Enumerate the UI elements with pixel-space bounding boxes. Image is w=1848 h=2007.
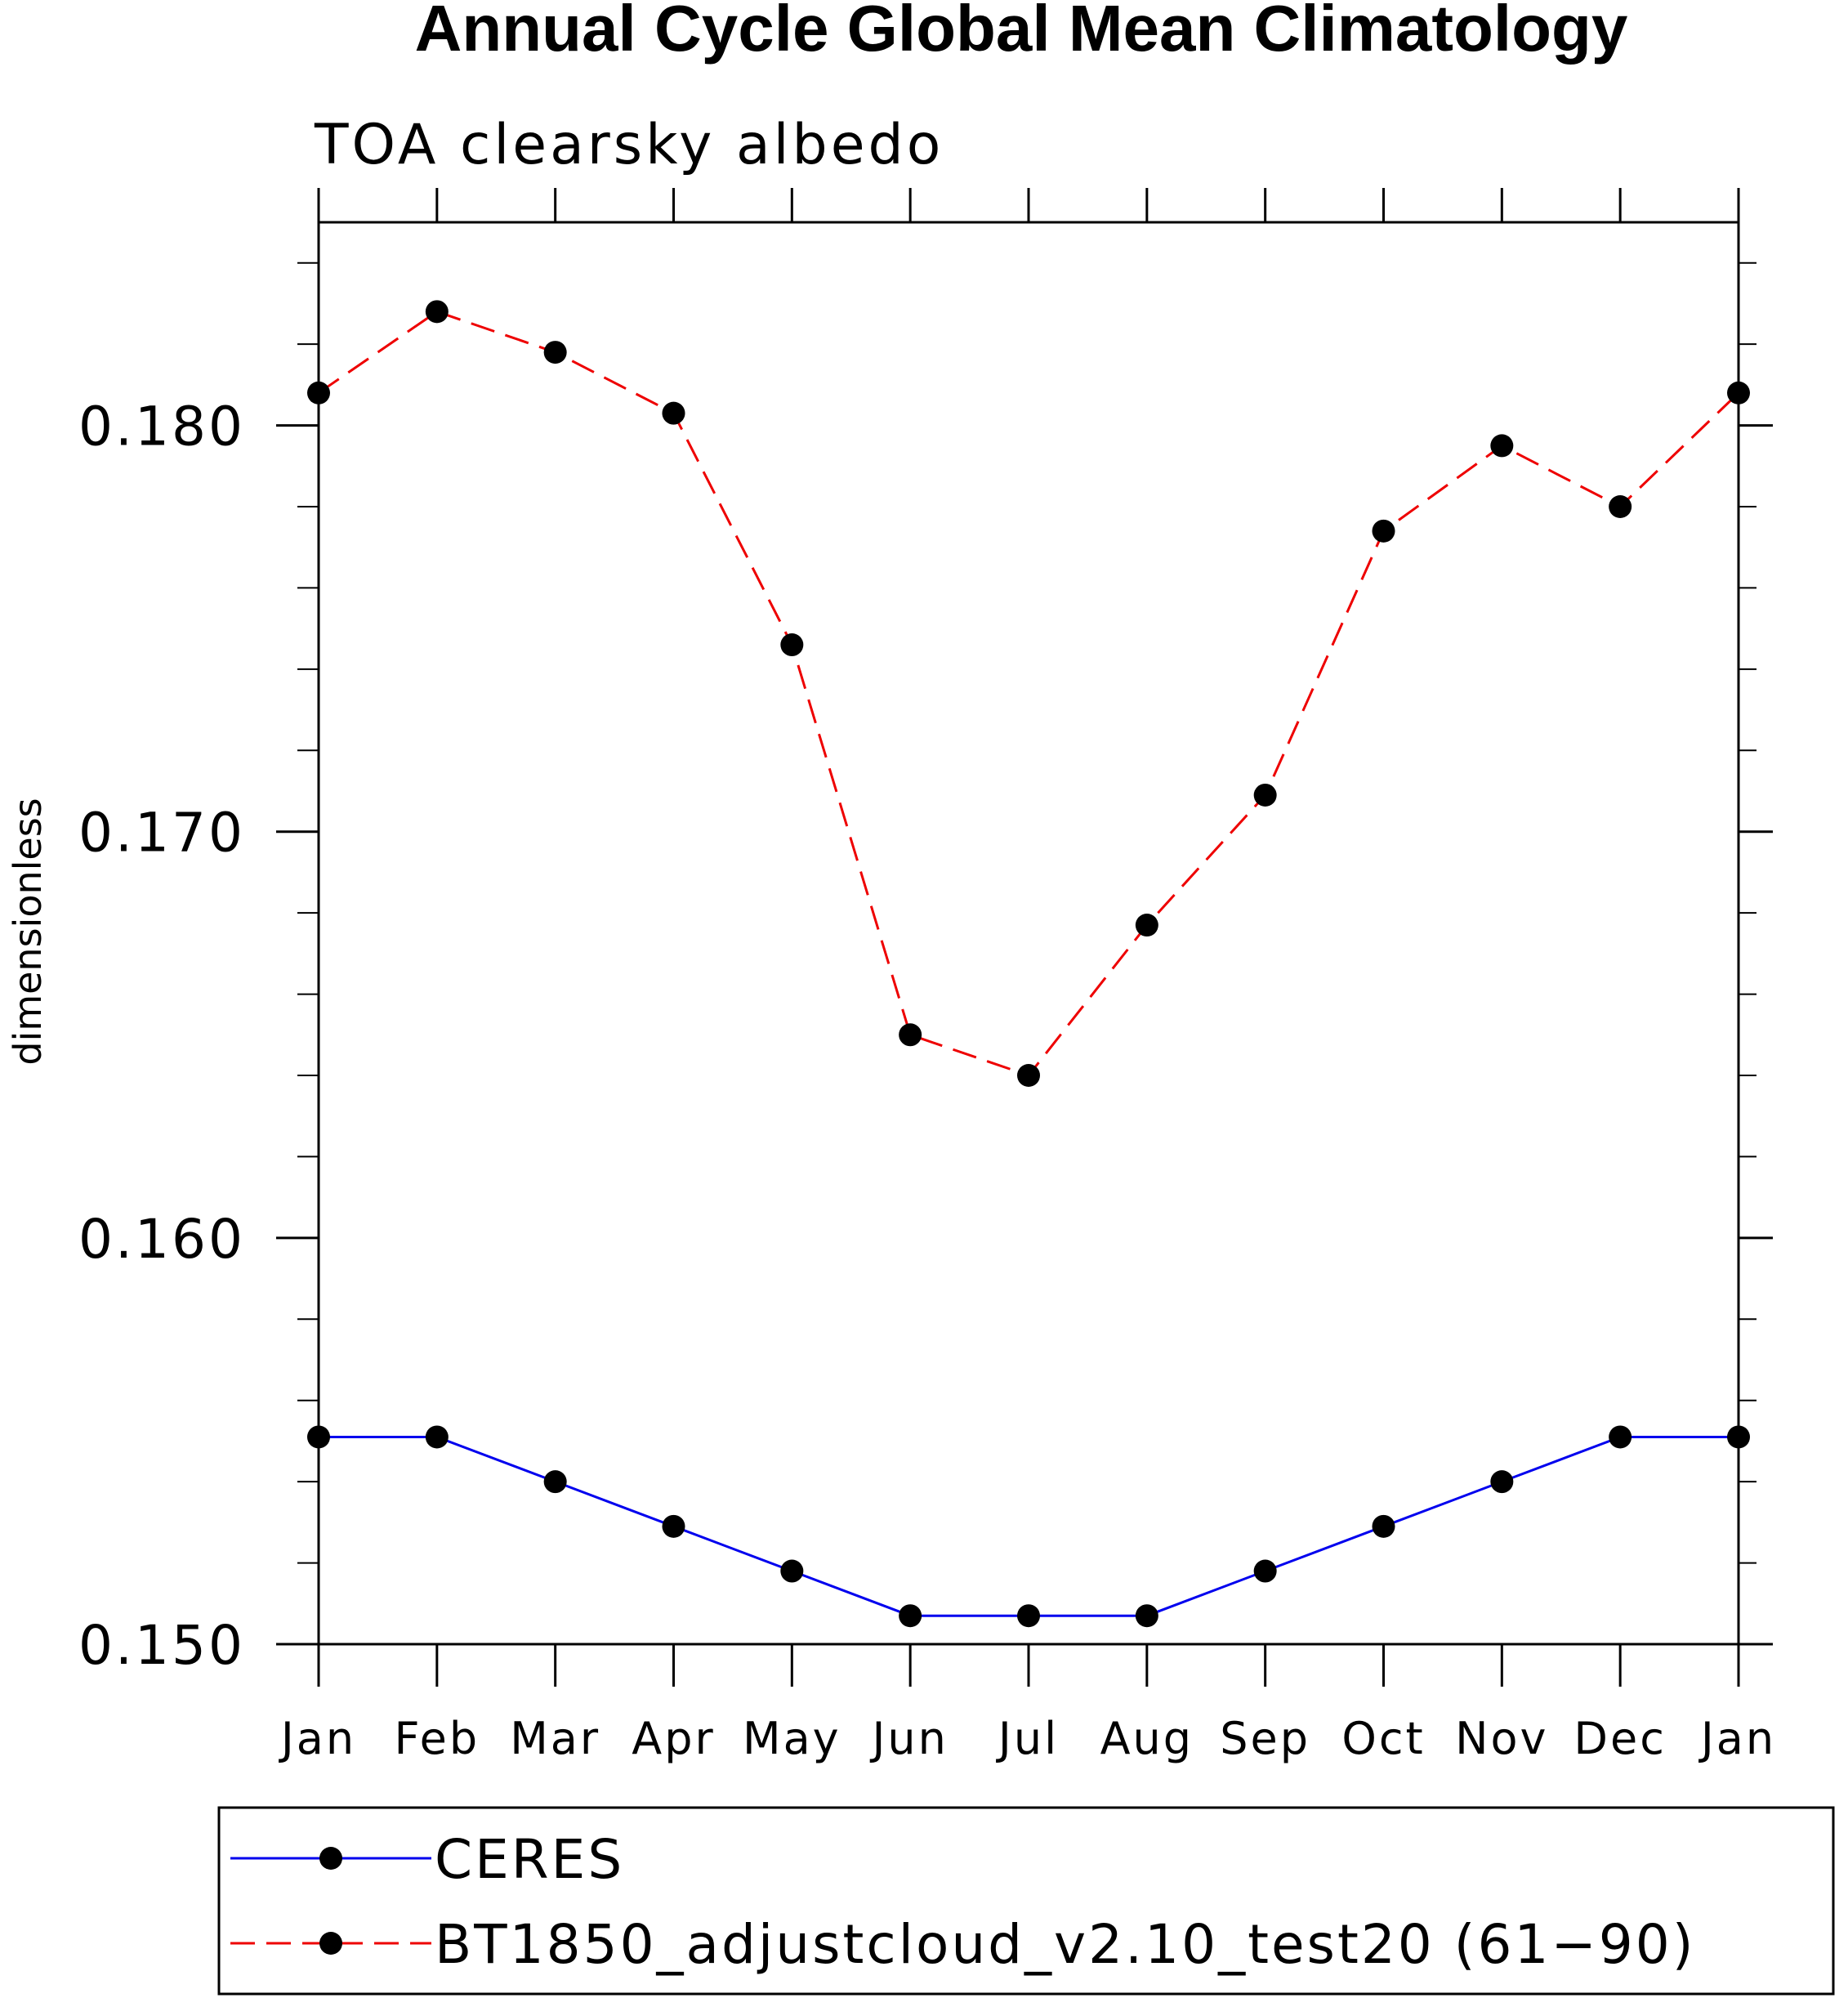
y-tick-label: 0.160 (78, 1208, 245, 1271)
legend-label-1: BT1850_adjustcloud_v2.10_test20 (61−90) (435, 1913, 1696, 1976)
data-point (425, 300, 449, 324)
series-line-0 (319, 1435, 1739, 1617)
data-point (1490, 434, 1514, 458)
data-point (1017, 1064, 1040, 1087)
x-tick-label: Jan (279, 1713, 356, 1764)
data-point (307, 1425, 330, 1449)
x-tick-label: Jan (1698, 1713, 1776, 1764)
data-point (1609, 1425, 1632, 1449)
data-point (780, 1559, 804, 1583)
data-point (1017, 1604, 1040, 1628)
chart-title: Annual Cycle Global Mean Climatology (415, 0, 1628, 65)
data-point (1253, 783, 1277, 807)
x-tick-label: Jul (996, 1713, 1059, 1764)
data-point (780, 633, 804, 657)
series-layer (307, 300, 1750, 1628)
x-tick-label: Dec (1573, 1713, 1667, 1764)
x-tick-label: Oct (1341, 1713, 1425, 1764)
legend: CERES BT1850_adjustcloud_v2.10_test20 (61… (230, 1828, 1696, 1976)
legend-box (217, 1806, 1835, 1996)
y-tick-label: 0.180 (78, 396, 245, 458)
data-point (1253, 1559, 1277, 1583)
x-ticks: Jan Feb Mar Apr May Jun Jul Aug Sep Oct Nov Dec Jan (279, 188, 1776, 1764)
series-line-1 (318, 310, 1740, 1077)
x-tick-label: Sep (1220, 1713, 1310, 1764)
data-point (1727, 381, 1750, 405)
y-axis-label: dimensionless (6, 798, 50, 1065)
plot-frame (317, 221, 1740, 1646)
legend-marker-0 (319, 1847, 342, 1870)
x-tick-label: Jun (869, 1713, 948, 1764)
x-tick-label: Feb (395, 1713, 480, 1764)
data-point (1609, 495, 1632, 518)
data-point (899, 1023, 922, 1047)
legend-label-0: CERES (435, 1828, 624, 1891)
x-tick-label: Apr (632, 1713, 715, 1764)
x-tick-label: May (743, 1713, 841, 1764)
data-point (1135, 914, 1158, 937)
data-point (1372, 519, 1395, 543)
data-point (1372, 1514, 1395, 1538)
legend-marker-1 (319, 1932, 342, 1955)
data-point (543, 341, 567, 364)
y-tick-label: 0.170 (78, 802, 245, 865)
x-tick-label: Aug (1100, 1713, 1194, 1764)
chart-subtitle: TOA clearsky albedo (314, 113, 944, 177)
y-tick-label: 0.150 (78, 1614, 245, 1677)
data-point (662, 1514, 685, 1538)
data-point (1135, 1604, 1158, 1628)
y-ticks: 0.150 0.160 0.170 0.180 (78, 261, 1773, 1677)
data-point (899, 1604, 922, 1628)
data-point (307, 381, 330, 405)
data-point (1727, 1425, 1750, 1449)
x-tick-label: Mar (510, 1713, 600, 1764)
data-point (662, 401, 685, 425)
data-point (1490, 1470, 1514, 1494)
x-tick-label: Nov (1455, 1713, 1548, 1764)
data-point (425, 1425, 449, 1449)
data-point (543, 1470, 567, 1494)
